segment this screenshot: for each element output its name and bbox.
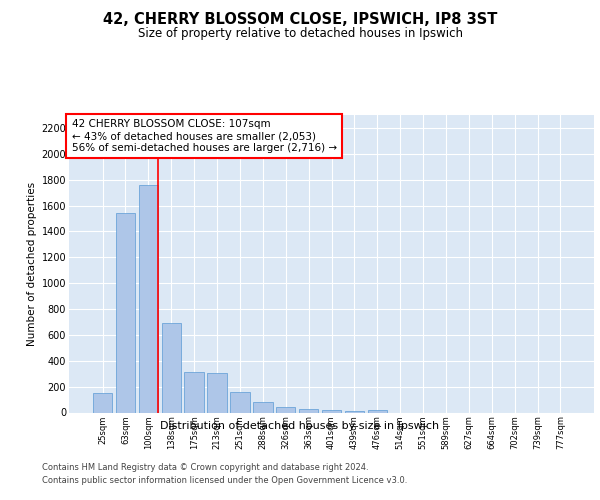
- Bar: [368, 410, 387, 412]
- Bar: [184, 372, 204, 412]
- Bar: [253, 402, 272, 412]
- Bar: [208, 373, 227, 412]
- Text: Size of property relative to detached houses in Ipswich: Size of property relative to detached ho…: [137, 28, 463, 40]
- Bar: [139, 185, 158, 412]
- Bar: [322, 410, 341, 412]
- Y-axis label: Number of detached properties: Number of detached properties: [28, 182, 37, 346]
- Bar: [344, 410, 364, 412]
- Text: Distribution of detached houses by size in Ipswich: Distribution of detached houses by size …: [160, 421, 440, 431]
- Bar: [93, 393, 112, 412]
- Bar: [276, 407, 295, 412]
- Text: 42 CHERRY BLOSSOM CLOSE: 107sqm
← 43% of detached houses are smaller (2,053)
56%: 42 CHERRY BLOSSOM CLOSE: 107sqm ← 43% of…: [71, 120, 337, 152]
- Text: Contains public sector information licensed under the Open Government Licence v3: Contains public sector information licen…: [42, 476, 407, 485]
- Text: 42, CHERRY BLOSSOM CLOSE, IPSWICH, IP8 3ST: 42, CHERRY BLOSSOM CLOSE, IPSWICH, IP8 3…: [103, 12, 497, 28]
- Bar: [299, 410, 319, 412]
- Bar: [161, 324, 181, 412]
- Text: Contains HM Land Registry data © Crown copyright and database right 2024.: Contains HM Land Registry data © Crown c…: [42, 462, 368, 471]
- Bar: [230, 392, 250, 412]
- Bar: [116, 214, 135, 412]
